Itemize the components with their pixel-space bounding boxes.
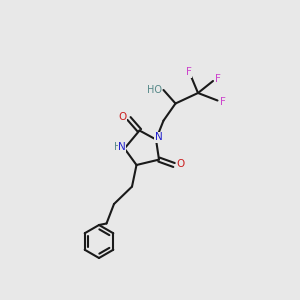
Text: HO: HO <box>147 85 162 95</box>
Text: N: N <box>118 142 126 152</box>
Text: F: F <box>215 74 221 85</box>
Text: H: H <box>114 142 122 152</box>
Text: O: O <box>118 112 127 122</box>
Text: F: F <box>186 67 192 77</box>
Text: F: F <box>220 97 226 107</box>
Text: O: O <box>176 159 185 169</box>
Text: N: N <box>154 132 162 142</box>
